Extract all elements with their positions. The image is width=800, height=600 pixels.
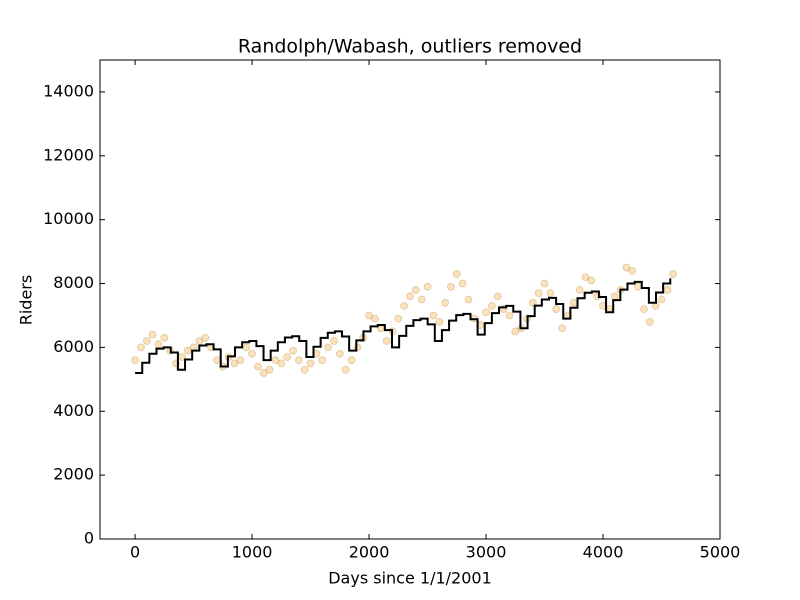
scatter-point <box>365 311 373 320</box>
scatter-point <box>610 292 619 301</box>
scatter-point <box>511 327 520 336</box>
scatter-point <box>429 311 438 320</box>
scatter-point <box>289 346 297 355</box>
scatter-point <box>645 317 654 326</box>
plot-frame <box>99 59 721 540</box>
x-axis-label: Days since 1/1/2001 <box>328 569 492 588</box>
scatter-point <box>435 317 444 326</box>
x-tick-label: 2000 <box>349 543 390 562</box>
y-tick-label: 10000 <box>43 209 94 228</box>
scatter-point <box>154 340 163 349</box>
scatter-point <box>371 314 379 323</box>
y-tick-label: 8000 <box>53 273 94 292</box>
scatter-point <box>458 279 467 288</box>
x-tick-label: 5000 <box>700 543 741 562</box>
scatter-point <box>382 337 391 345</box>
scatter-point <box>528 298 537 307</box>
chart-title: Randolph/Wabash, outliers removed <box>238 36 582 58</box>
y-tick-label: 12000 <box>43 145 94 164</box>
scatter-point <box>160 333 169 342</box>
scatter-point <box>575 286 584 294</box>
scatter-point <box>277 359 286 368</box>
scatter-point <box>265 365 274 374</box>
scatter-point <box>441 298 449 307</box>
scatter-point <box>634 282 643 291</box>
y-tick-label: 0 <box>84 529 94 548</box>
scatter-point <box>330 337 338 345</box>
scatter-point <box>622 263 631 272</box>
x-tick-label: 1000 <box>232 543 273 562</box>
scatter-point <box>201 333 210 342</box>
y-axis-label: Riders <box>17 275 36 325</box>
scatter-point <box>464 295 473 304</box>
scatter-point <box>271 356 280 365</box>
scatter-point <box>254 362 262 371</box>
scatter-point <box>587 276 596 285</box>
y-tick-label: 14000 <box>43 81 94 100</box>
scatter-point <box>569 298 578 307</box>
scatter-point <box>452 270 461 278</box>
scatter-point <box>400 301 409 310</box>
scatter-point <box>540 279 549 288</box>
y-tick-label: 2000 <box>53 465 94 484</box>
scatter-point <box>558 324 566 333</box>
scatter-point <box>318 356 327 365</box>
y-tick-label: 6000 <box>53 337 94 356</box>
scatter-point <box>148 330 157 339</box>
scatter-point <box>581 273 590 282</box>
x-tick-label: 0 <box>130 543 140 562</box>
scatter-point <box>341 365 350 374</box>
scatter-point <box>546 289 555 298</box>
scatter-point <box>487 301 496 310</box>
scatter-point <box>628 266 637 275</box>
scatter-point <box>294 356 303 365</box>
scatter-point <box>406 292 414 301</box>
scatter-point <box>236 356 245 365</box>
y-tick-label: 4000 <box>53 401 94 420</box>
scatter-point <box>306 359 315 368</box>
scatter-point <box>300 365 309 374</box>
plot-area <box>131 263 678 377</box>
scatter-point <box>335 349 344 358</box>
scatter-point <box>657 295 666 304</box>
scatter-point <box>394 314 403 323</box>
step-line <box>135 278 672 374</box>
scatter-point <box>552 305 561 313</box>
scatter-point <box>663 286 672 294</box>
x-tick-label: 3000 <box>466 543 507 562</box>
scatter-point <box>324 343 333 352</box>
scatter-point <box>534 289 543 298</box>
scatter-point <box>505 311 514 320</box>
scatter-point <box>259 369 268 377</box>
scatter-point <box>347 356 356 365</box>
scatter-point <box>423 282 432 291</box>
scatter-point <box>493 292 502 301</box>
scatter-point <box>447 282 455 291</box>
scatter-point <box>230 359 239 368</box>
scatter-point <box>640 305 648 313</box>
scatter-point <box>137 343 145 352</box>
scatter-point <box>242 343 251 352</box>
scatter-point <box>213 356 221 365</box>
scatter-point <box>131 356 139 365</box>
scatter-point <box>417 295 426 304</box>
scatter-point <box>283 353 292 361</box>
scatter-point <box>482 308 490 317</box>
scatter-point <box>669 270 678 278</box>
scatter-point <box>248 349 256 358</box>
scatter-point <box>142 337 151 345</box>
scatter-point <box>411 286 420 294</box>
x-tick-label: 4000 <box>583 543 624 562</box>
